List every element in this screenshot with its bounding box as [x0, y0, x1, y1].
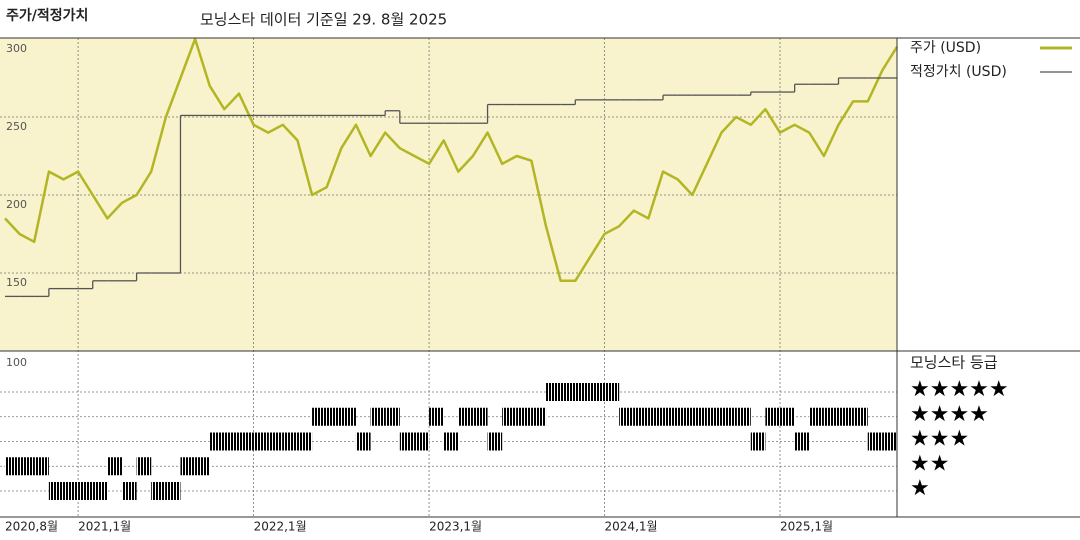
- rating-bar: [853, 407, 868, 426]
- x-tick-label: 2021,1월: [78, 520, 131, 534]
- rating-bar: [385, 407, 400, 426]
- chart-title: 주가/적정가치: [6, 7, 88, 24]
- rating-bar: [487, 432, 503, 451]
- rating-bar: [516, 407, 532, 426]
- rating-bar: [107, 457, 122, 476]
- y-tick-label: 150: [6, 276, 27, 289]
- x-tick-label: 2022,1월: [254, 520, 307, 534]
- rating-bar: [780, 407, 795, 426]
- rating-bar: [121, 482, 137, 500]
- rating-bar: [546, 383, 561, 401]
- rating-bar: [750, 432, 766, 451]
- rating-bar: [238, 432, 254, 451]
- rating-bar: [195, 457, 210, 476]
- rating-bar: [867, 432, 883, 451]
- rating-bar: [224, 432, 239, 451]
- rating-bar: [809, 407, 824, 426]
- rating-legend-label: ★★★★★: [910, 377, 1009, 402]
- rating-bar: [282, 432, 298, 451]
- rating-legend-label: ★★★: [910, 427, 969, 452]
- rating-bar: [370, 407, 386, 426]
- rating-bar: [882, 432, 897, 451]
- rating-bar: [648, 407, 664, 426]
- rating-bar: [589, 383, 605, 401]
- rating-bar: [794, 432, 810, 451]
- rating-bar: [472, 407, 488, 426]
- rating-bar: [429, 407, 444, 426]
- rating-bar: [604, 383, 620, 401]
- rating-bar: [355, 432, 371, 451]
- rating-bar: [341, 407, 356, 426]
- rating-bar: [706, 407, 722, 426]
- legend-label: 적정가치 (USD): [910, 64, 1007, 80]
- x-tick-label: 2020,8월: [5, 520, 58, 534]
- legend-label: 주가 (USD): [910, 40, 981, 56]
- rating-bar: [312, 407, 327, 426]
- rating-legend-label: ★: [910, 476, 930, 501]
- rating-bar: [209, 432, 225, 451]
- rating-top-label: 100: [6, 356, 27, 369]
- price-line: [4, 37, 899, 283]
- rating-bar: [736, 407, 751, 426]
- rating-bar: [531, 407, 547, 426]
- x-tick-label: 2024,1월: [605, 520, 658, 534]
- rating-bar: [823, 407, 839, 426]
- rating-bar: [677, 407, 693, 426]
- rating-bar: [5, 457, 20, 476]
- plot-background: [0, 38, 897, 351]
- rating-bar: [443, 432, 459, 451]
- rating-bar: [619, 407, 634, 426]
- x-tick-label: 2023,1월: [429, 520, 482, 534]
- rating-bar: [838, 407, 854, 426]
- rating-bar: [663, 407, 678, 426]
- rating-bar: [253, 432, 269, 451]
- rating-bar: [136, 457, 152, 476]
- rating-bar: [48, 482, 64, 500]
- y-tick-label: 200: [6, 198, 27, 211]
- rating-bar: [268, 432, 283, 451]
- rating-bar: [765, 407, 781, 426]
- rating-legend-label: ★★★★: [910, 402, 989, 427]
- rating-bar: [297, 432, 313, 451]
- rating-legend-title: 모닝스타 등급: [910, 354, 998, 372]
- y-tick-label: 300: [6, 42, 27, 55]
- rating-bar: [92, 482, 108, 500]
- rating-bar: [399, 432, 415, 451]
- rating-bar: [721, 407, 737, 426]
- rating-bar: [560, 383, 576, 401]
- rating-bar: [165, 482, 181, 500]
- rating-legend-label: ★★: [910, 451, 949, 476]
- rating-bar: [180, 457, 196, 476]
- rating-bar: [502, 407, 517, 426]
- x-tick-label: 2025,1월: [780, 520, 833, 534]
- y-tick-label: 250: [6, 120, 27, 133]
- rating-bar: [19, 457, 35, 476]
- rating-bar: [633, 407, 649, 426]
- rating-bar: [34, 457, 49, 476]
- rating-bar: [414, 432, 430, 451]
- rating-bar: [63, 482, 79, 500]
- rating-bar: [326, 407, 342, 426]
- rating-bar: [575, 383, 590, 401]
- rating-bar: [78, 482, 93, 500]
- rating-bar: [458, 407, 473, 426]
- rating-bar: [151, 482, 166, 500]
- rating-bar: [692, 407, 707, 426]
- chart-subtitle: 모닝스타 데이터 기준일 29. 8월 2025: [200, 11, 447, 29]
